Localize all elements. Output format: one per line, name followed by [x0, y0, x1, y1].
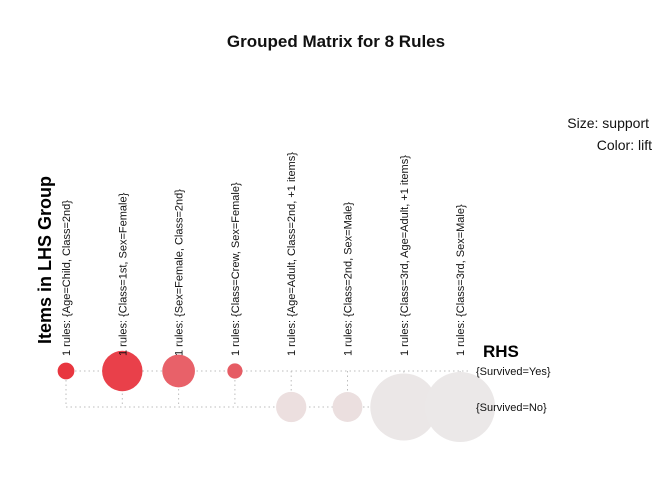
rule-point [276, 391, 307, 423]
lhs-group-label: 1 rules: {Class=Crew, Sex=Female} [230, 182, 242, 356]
rule-point [102, 350, 143, 392]
lhs-group-label: 1 rules: {Class=2nd, Sex=Male} [343, 202, 355, 356]
points [57, 350, 496, 442]
rhs-labels: {Survived=Yes} {Survived=No} [476, 366, 551, 414]
rule-point [227, 363, 243, 379]
lhs-group-label: 1 rules: {Age=Adult, Class=2nd, +1 items… [286, 152, 298, 356]
rhs-item-label: {Survived=Yes} [476, 366, 551, 378]
lhs-group-label: 1 rules: {Class=1st, Sex=Female} [117, 192, 129, 356]
y-axis-label: Items in LHS Group [35, 176, 55, 344]
chart-title: Grouped Matrix for 8 Rules [227, 32, 445, 51]
rule-point [162, 354, 195, 388]
rule-point [332, 392, 363, 422]
rule-point [425, 372, 496, 442]
rule-point [370, 373, 438, 441]
lhs-group-label: 1 rules: {Sex=Female, Class=2nd} [174, 189, 186, 356]
lhs-labels: 1 rules: {Age=Child, Class=2nd} 1 rules: … [61, 152, 467, 356]
lhs-group-label: 1 rules: {Class=3rd, Sex=Male} [455, 204, 467, 356]
rhs-item-label: {Survived=No} [476, 402, 547, 414]
lhs-group-label: 1 rules: {Class=3rd, Age=Adult, +1 items… [399, 155, 411, 356]
legend-color: Color: lift [597, 137, 652, 153]
legend-size: Size: support [567, 115, 649, 131]
rhs-label: RHS [483, 342, 519, 361]
lhs-group-label: 1 rules: {Age=Child, Class=2nd} [61, 200, 73, 356]
rule-point [57, 362, 75, 380]
